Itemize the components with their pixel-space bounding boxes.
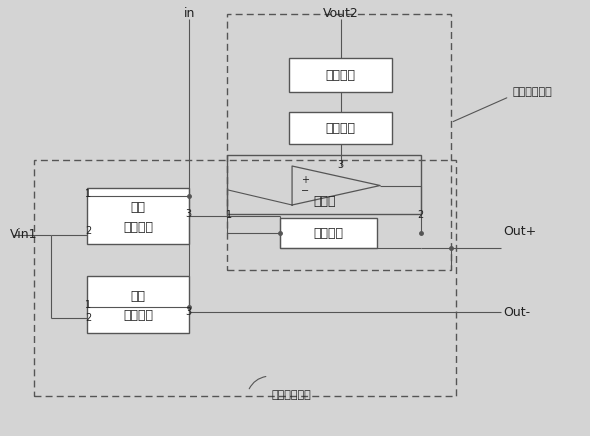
Text: 1: 1 bbox=[85, 300, 91, 310]
Text: 滤波电路: 滤波电路 bbox=[326, 122, 356, 135]
Bar bbox=[289, 112, 392, 144]
Text: 功率模块: 功率模块 bbox=[123, 310, 153, 322]
Text: in: in bbox=[183, 7, 195, 20]
Text: 整形电路: 整形电路 bbox=[326, 68, 356, 82]
Text: Vin1: Vin1 bbox=[10, 228, 38, 241]
Text: 取样电阻: 取样电阻 bbox=[314, 227, 344, 240]
Text: 第一: 第一 bbox=[130, 201, 145, 214]
Bar bbox=[228, 14, 451, 270]
Bar bbox=[228, 155, 421, 214]
Text: 第二: 第二 bbox=[130, 290, 145, 303]
Bar bbox=[87, 187, 189, 244]
Text: 信号接收模块: 信号接收模块 bbox=[512, 87, 552, 97]
Text: Out+: Out+ bbox=[503, 225, 537, 238]
Text: −: − bbox=[301, 186, 309, 196]
Bar bbox=[280, 218, 377, 249]
Bar bbox=[87, 276, 189, 333]
Bar bbox=[289, 58, 392, 92]
Text: +: + bbox=[301, 175, 309, 185]
Text: 2: 2 bbox=[417, 210, 423, 220]
Text: 3: 3 bbox=[185, 209, 191, 219]
Bar bbox=[34, 160, 457, 395]
Text: 1: 1 bbox=[226, 210, 232, 220]
Text: 功率模块: 功率模块 bbox=[123, 221, 153, 234]
Text: 2: 2 bbox=[85, 313, 91, 323]
Text: 2: 2 bbox=[85, 226, 91, 236]
Text: 3: 3 bbox=[185, 307, 191, 317]
Text: 放大器: 放大器 bbox=[313, 195, 336, 208]
Text: 1: 1 bbox=[85, 189, 91, 199]
Text: Vout2: Vout2 bbox=[323, 7, 359, 20]
Text: 信号发送模块: 信号发送模块 bbox=[271, 390, 312, 400]
Text: Out-: Out- bbox=[503, 306, 530, 319]
Text: 3: 3 bbox=[337, 160, 344, 170]
